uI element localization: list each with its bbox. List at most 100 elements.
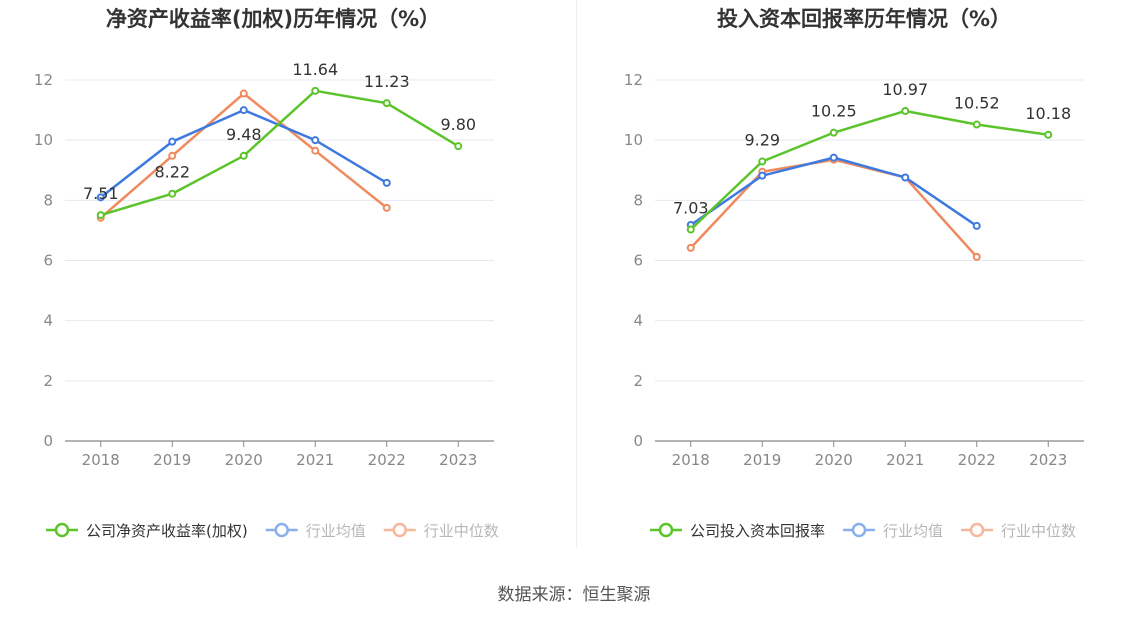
data-point	[168, 151, 177, 160]
series-0	[96, 86, 463, 220]
series-2	[686, 155, 981, 261]
data-point	[96, 193, 105, 202]
data-point	[454, 142, 463, 151]
legend-item: 行业中位数	[961, 522, 1076, 540]
data-point	[901, 106, 910, 115]
legend-item: 行业均值	[843, 522, 943, 540]
data-point	[1044, 130, 1053, 139]
y-tick-label: 8	[43, 191, 53, 209]
y-tick-label: 8	[633, 191, 643, 209]
data-point	[901, 173, 910, 182]
data-point	[758, 171, 767, 180]
data-point	[686, 243, 695, 252]
y-tick-label: 0	[633, 432, 643, 450]
x-tick-label: 2020	[225, 451, 263, 469]
chart-roe: 净资产收益率(加权)历年情况（%） 0 2 4 6 8 10 12 2018 2019 2020 20…	[34, 7, 499, 540]
y-tick-label: 12	[34, 71, 53, 89]
data-point	[829, 128, 838, 137]
data-label: 9.80	[440, 115, 476, 134]
data-point	[829, 153, 838, 162]
legend-label: 行业中位数	[1001, 522, 1076, 540]
y-tick-label: 4	[43, 312, 53, 330]
chart-divider	[576, 0, 577, 548]
legend-label: 公司投入资本回报率	[690, 522, 825, 540]
data-point	[239, 106, 248, 115]
legend-item: 行业中位数	[383, 522, 499, 540]
data-point	[239, 89, 248, 98]
data-point	[96, 211, 105, 220]
legend-marker	[274, 522, 289, 538]
data-point	[972, 252, 981, 261]
y-tick-label: 6	[43, 252, 53, 270]
series-line	[689, 158, 978, 258]
legend-label: 行业中位数	[424, 522, 499, 540]
chart-roic: 投入资本回报率历年情况（%） 0 2 4 6 8 10 12 2018 2019 2020 2021 2…	[624, 7, 1084, 540]
y-tick-label: 6	[633, 252, 643, 270]
y-tick-label: 2	[633, 372, 643, 390]
grid-lines	[655, 79, 1084, 382]
data-label: 10.97	[882, 80, 928, 99]
data-point	[168, 137, 177, 146]
series-2	[96, 89, 391, 222]
data-point	[239, 151, 248, 160]
x-tick-label: 2020	[815, 451, 853, 469]
x-tick-label: 2022	[368, 451, 406, 469]
x-tick-label: 2021	[886, 451, 924, 469]
x-tick-label: 2018	[672, 451, 710, 469]
chart-title: 净资产收益率(加权)历年情况（%）	[106, 7, 440, 31]
data-point	[382, 99, 391, 108]
series-line	[690, 156, 978, 227]
data-point	[382, 203, 391, 212]
data-label: 10.25	[811, 102, 857, 121]
series-0	[686, 106, 1053, 234]
y-tick-label: 10	[624, 131, 643, 149]
legend-marker	[392, 522, 407, 538]
data-point	[168, 189, 177, 198]
legend-marker	[54, 522, 70, 538]
y-tick-label: 4	[633, 312, 643, 330]
x-tick-label: 2022	[958, 451, 996, 469]
data-label: 10.52	[954, 94, 1000, 113]
data-label: 10.18	[1025, 104, 1071, 123]
data-point	[311, 136, 320, 145]
data-point	[686, 225, 695, 234]
x-tick-label: 2019	[743, 451, 781, 469]
data-label: 7.03	[673, 199, 709, 218]
legend-label: 公司净资产收益率(加权)	[86, 522, 248, 540]
y-tick-label: 0	[43, 432, 53, 450]
legend-item: 行业均值	[265, 522, 366, 540]
data-point	[972, 221, 981, 230]
data-label: 11.64	[292, 60, 338, 79]
chart-title: 投入资本回报率历年情况（%）	[717, 7, 1011, 31]
legend-marker	[969, 522, 985, 538]
legend-marker	[658, 522, 674, 538]
data-point	[758, 157, 767, 166]
legend-item: 公司净资产收益率(加权)	[46, 522, 248, 540]
x-tick-label: 2023	[439, 451, 477, 469]
series-1	[96, 106, 391, 202]
data-point	[311, 146, 320, 155]
legend-item: 公司投入资本回报率	[650, 522, 825, 540]
legend-label: 行业均值	[306, 522, 366, 540]
data-label: 9.29	[744, 131, 780, 150]
data-point	[311, 86, 320, 95]
data-point	[382, 178, 391, 187]
data-label: 7.51	[83, 184, 119, 203]
series-line	[100, 89, 459, 217]
x-tick-label: 2021	[296, 451, 334, 469]
series-line	[689, 109, 1049, 231]
grid-lines	[65, 79, 494, 382]
legend-marker	[851, 522, 867, 538]
x-tick-label: 2023	[1029, 451, 1067, 469]
y-tick-label: 2	[43, 372, 53, 390]
x-tick-label: 2019	[153, 451, 191, 469]
data-label: 9.48	[226, 125, 262, 144]
x-tick-label: 2018	[82, 451, 120, 469]
data-source: 数据来源：恒生聚源	[497, 585, 651, 605]
data-point	[972, 120, 981, 129]
y-tick-label: 12	[624, 71, 643, 89]
data-label: 11.23	[364, 72, 410, 91]
y-tick-label: 10	[34, 131, 53, 149]
legend-label: 行业均值	[883, 522, 943, 540]
data-label: 8.22	[154, 163, 190, 182]
